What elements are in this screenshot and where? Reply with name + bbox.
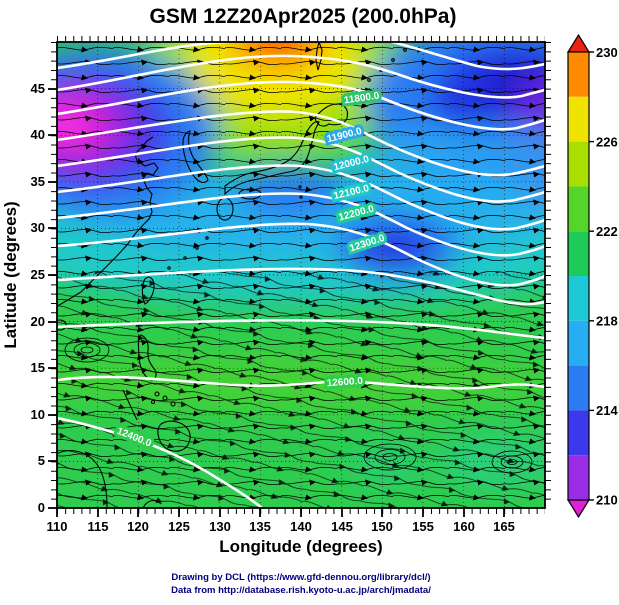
colorbar-tick-label: 230 — [596, 45, 618, 60]
x-tick-label: 115 — [88, 519, 109, 534]
colorbar-top-arrow — [566, 33, 591, 53]
x-axis: 110 115 120 125 130 135 140 145 150 155 … — [47, 508, 515, 556]
y-axis: 0 5 10 15 20 25 30 35 40 45 Latitude (de… — [1, 81, 57, 515]
colorbar-border — [567, 51, 590, 501]
x-tick-label: 125 — [168, 519, 190, 534]
colorbar-tick-labels: 230 226 222 218 214 210 — [596, 45, 618, 508]
y-tick-labels: 0 5 10 15 20 25 30 35 40 45 — [31, 81, 45, 515]
y-tick-label: 30 — [31, 220, 45, 235]
colorbar-tick-label: 226 — [596, 135, 618, 150]
x-tick-labels: 110 115 120 125 130 135 140 145 150 155 … — [47, 519, 515, 534]
y-tick-label: 20 — [31, 314, 45, 329]
y-tick-label: 15 — [31, 360, 45, 375]
x-major-ticks — [56, 508, 505, 517]
x-tick-label: 130 — [209, 519, 231, 534]
colorbar-tick-label: 210 — [596, 493, 618, 508]
x-tick-label: 160 — [453, 519, 475, 534]
y-tick-label: 5 — [38, 453, 45, 468]
x-tick-label: 140 — [290, 519, 312, 534]
y-major-ticks — [48, 88, 57, 509]
colorbar-ticks — [589, 51, 594, 501]
x-axis-title: Longitude (degrees) — [219, 537, 382, 556]
x-tick-label: 110 — [47, 519, 68, 534]
x-tick-label: 145 — [331, 519, 353, 534]
y-tick-label: 25 — [31, 267, 45, 282]
x-tick-label: 155 — [412, 519, 434, 534]
credits-line1: Drawing by DCL (https://www.gfd-dennou.o… — [171, 572, 430, 583]
credits-line2: Data from http://database.rish.kyoto-u.a… — [171, 585, 431, 596]
page-title: GSM 12Z20Apr2025 (200.0hPa) — [150, 5, 457, 28]
colorbar: 230 226 222 218 214 210 — [566, 33, 618, 519]
x-tick-label: 120 — [127, 519, 149, 534]
colorbar-segments — [568, 52, 589, 500]
y-tick-label: 40 — [31, 127, 45, 142]
vortex-swirls — [64, 337, 533, 474]
y-tick-label: 35 — [31, 174, 45, 189]
colorbar-bottom-arrow — [566, 499, 591, 519]
plot-area: 11800.0 11900.0 12000.0 12100.0 12200.0 … — [57, 42, 545, 508]
y-axis-title: Latitude (degrees) — [1, 201, 20, 348]
colorbar-tick-label: 222 — [596, 224, 618, 239]
x-tick-label: 165 — [493, 519, 515, 534]
y-tick-label: 10 — [31, 407, 45, 422]
height-contours — [57, 42, 545, 508]
x-tick-label: 150 — [371, 519, 393, 534]
x-tick-label: 135 — [249, 519, 271, 534]
y-tick-label: 0 — [38, 500, 45, 515]
y-tick-label: 45 — [31, 81, 45, 96]
colorbar-tick-label: 218 — [596, 314, 618, 329]
colorbar-tick-label: 214 — [596, 403, 618, 418]
credits: Drawing by DCL (https://www.gfd-dennou.o… — [171, 572, 431, 596]
